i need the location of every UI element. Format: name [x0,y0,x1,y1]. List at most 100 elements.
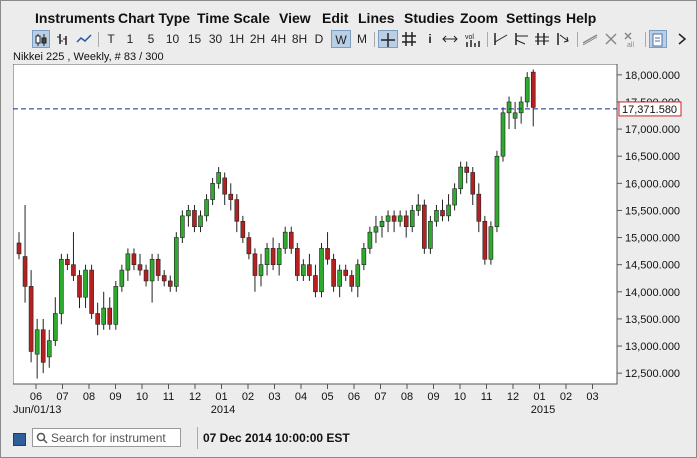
instrument-search[interactable] [32,428,181,447]
candle-body [95,313,100,325]
x-tick-label: 02 [242,391,254,403]
x-tick-label: 11 [481,391,492,403]
search-input[interactable] [51,430,175,445]
candle-body [180,215,185,238]
candle-body [379,220,385,228]
x-tick-label: 09 [109,391,121,403]
interval-1h[interactable]: 1H [228,32,245,46]
menu-settings[interactable]: Settings [506,10,562,26]
candle-body [494,155,500,228]
interval-4h[interactable]: 4H [270,32,287,46]
interval-tick[interactable]: T [107,32,115,46]
menu-help[interactable]: Help [566,10,597,26]
interval-daily[interactable]: D [314,32,324,46]
candle-body [506,101,512,114]
interval-2h[interactable]: 2H [249,32,266,46]
y-tick-label: 13,000.000 [625,341,680,353]
arrow-tool-icon[interactable] [554,30,572,48]
candle-body [349,275,355,287]
delete-icon[interactable] [603,30,619,48]
candle-body [65,258,70,265]
snapshot-icon[interactable] [649,30,667,48]
x-tick-label: 04 [295,391,307,403]
delete-all-icon[interactable]: all [623,30,641,48]
candle-body [422,204,427,249]
candle-body [34,329,40,355]
pan-arrows-icon[interactable] [441,30,459,48]
candle-body [319,248,324,293]
menu-zoom[interactable]: Zoom [460,10,499,26]
trendline-icon[interactable] [491,30,509,48]
crosshair-icon[interactable] [378,30,398,48]
candlestick-chart-icon[interactable] [32,30,50,48]
candle-body [440,210,445,217]
x-tick-label: 10 [136,391,148,403]
interval-15m[interactable]: 15 [187,32,202,46]
delete-line-icon[interactable] [581,30,599,48]
price-box [618,101,682,117]
candle-body [264,248,270,265]
x-tick-label: 11 [163,391,174,403]
candle-body [149,258,155,282]
menu-instruments[interactable]: Instruments [35,10,116,26]
candle-body [282,231,288,249]
candle-body [288,231,294,249]
interval-weekly[interactable]: W [331,30,351,48]
chart-area[interactable]: 18,000.00017,500.00017,000.00016,500.000… [12,63,684,419]
interval-8h[interactable]: 8H [291,32,308,46]
candle-body [361,248,367,265]
candle-body [397,215,403,222]
info-icon[interactable]: i [428,32,432,46]
x-tick-label: 09 [427,391,439,403]
menu-edit[interactable]: Edit [322,10,349,26]
x-tick-label: 01 [533,391,545,403]
candle-body [276,248,282,265]
interval-5m[interactable]: 5 [147,32,155,46]
interval-monthly[interactable]: M [357,32,367,46]
candle-body [367,231,373,249]
toolbar-separator [487,32,488,47]
ohlc-bar-icon[interactable] [55,30,71,48]
y-tick-label: 12,500.000 [625,368,680,380]
volume-icon-label: vol [465,34,474,41]
fibonacci-icon[interactable] [512,30,530,48]
menu-lines[interactable]: Lines [358,10,395,26]
x-tick-label: 12 [189,391,201,403]
channel-icon[interactable] [533,30,551,48]
grid-icon[interactable] [401,30,417,48]
interval-1m[interactable]: 1 [126,32,134,46]
candle-body [446,204,451,217]
interval-10m[interactable]: 10 [165,32,180,46]
y-tick-label: 16,500.000 [625,151,680,163]
interval-30m[interactable]: 30 [208,32,223,46]
candle-body [373,226,379,233]
y-tick-label: 13,500.000 [625,314,680,326]
color-square-icon[interactable] [13,433,26,446]
chevron-right-icon[interactable] [675,30,689,48]
candle-body [143,269,149,282]
menu-chart-type[interactable]: Chart Type [118,10,191,26]
plot-area [12,63,618,385]
volume-icon[interactable]: vol [463,30,483,48]
candle-body [216,172,221,184]
candle-body [89,269,94,314]
candle-body [409,210,415,228]
candle-body [131,253,137,265]
y-tick-label: 17,000.000 [625,124,680,136]
candle-body [337,269,342,287]
status-datetime: 07 Dec 2014 10:00:00 EST [203,431,350,445]
candle-body [252,253,258,276]
candle-body [355,264,361,287]
candle-body [464,166,470,173]
price-chart[interactable]: 18,000.00017,500.00017,000.00016,500.000… [12,63,684,419]
line-chart-icon[interactable] [75,30,93,48]
x-period-label: Jun/01/13 [13,404,61,416]
candle-body [155,258,161,276]
candle-body [313,275,318,293]
menu-time-scale[interactable]: Time Scale [197,10,270,26]
menu-studies[interactable]: Studies [404,10,455,26]
candle-body [301,264,306,276]
y-tick-label: 14,500.000 [625,260,680,272]
x-tick-label: 06 [30,391,42,403]
menu-view[interactable]: View [279,10,311,26]
